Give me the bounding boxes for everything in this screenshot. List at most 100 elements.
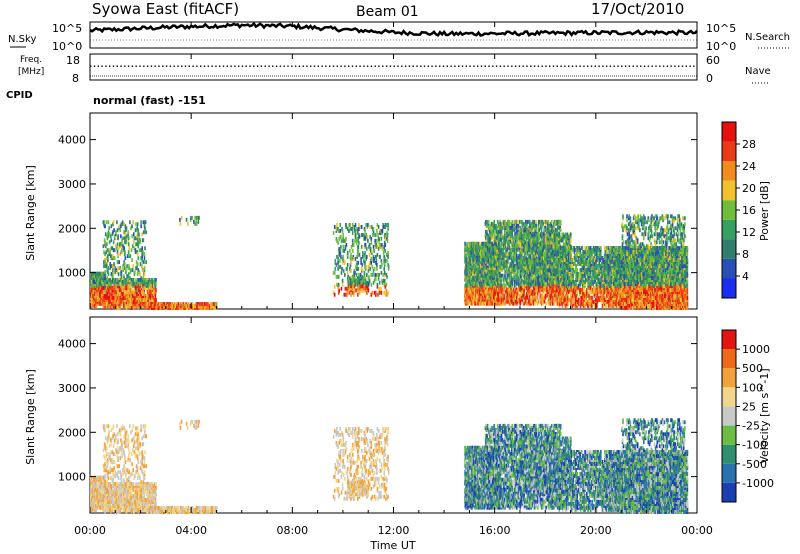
heat-cell (144, 266, 146, 270)
heat-cell (345, 287, 347, 291)
freq-point (655, 66, 656, 67)
heat-cell (121, 270, 123, 274)
freq-point (170, 66, 171, 67)
freq-point (652, 66, 653, 67)
heat-cell (116, 220, 118, 224)
heat-cell (340, 223, 342, 227)
heat-cell (337, 261, 339, 265)
heat-cell (362, 255, 364, 259)
heat-cell (107, 248, 109, 252)
heat-cell (378, 273, 380, 277)
heat-cell (347, 251, 349, 255)
freq-point (117, 66, 118, 67)
heat-cell (358, 245, 360, 249)
freq-point (515, 66, 516, 67)
heat-cell (131, 306, 133, 310)
noise-right-tick-bottom: 10^0 (706, 40, 736, 53)
heat-cell (123, 280, 125, 284)
heat-cell (373, 245, 375, 249)
heat-cell (144, 252, 146, 256)
heat-cell (376, 229, 378, 233)
heat-cell (342, 279, 344, 283)
heat-cell (135, 236, 137, 240)
freq-point (500, 66, 501, 67)
heat-cell (340, 245, 342, 249)
heat-cell (367, 223, 369, 227)
heat-cell (534, 302, 536, 306)
freq-point (257, 66, 258, 67)
heat-cell (518, 224, 520, 228)
freq-point (234, 66, 235, 67)
heat-cell (144, 260, 146, 264)
heat-cell (492, 248, 494, 252)
heat-cell (373, 233, 375, 237)
freq-point (189, 66, 190, 67)
heat-cell (362, 233, 364, 237)
heat-cell (504, 258, 506, 262)
freq-point (249, 66, 250, 67)
heat-cell (376, 257, 378, 261)
heat-cell (120, 282, 122, 286)
heat-cell (535, 296, 537, 300)
freq-label-1: Freq. (20, 55, 42, 65)
heat-cell (129, 220, 131, 224)
heat-cell (104, 306, 106, 310)
heat-cell (144, 256, 146, 260)
heat-cell (108, 272, 110, 276)
heat-cell (143, 230, 145, 234)
heat-cell (366, 273, 368, 277)
heat-cell (502, 274, 504, 278)
freq-point (686, 66, 687, 67)
heat-cell (339, 259, 341, 263)
heat-cell (358, 223, 360, 227)
heat-cell (365, 243, 367, 247)
heat-cell (504, 274, 506, 278)
heat-cell (341, 287, 343, 291)
heat-cell (494, 234, 496, 238)
heat-cell (469, 242, 471, 246)
cpid-text: normal (fast) -151 (93, 94, 206, 107)
cpid-label: CPID (6, 90, 33, 101)
heat-cell (387, 227, 389, 231)
heat-cell (140, 224, 142, 228)
freq-point (136, 66, 137, 67)
heat-cell (512, 248, 514, 252)
heat-cell (334, 285, 336, 289)
freq-point (174, 66, 175, 67)
heat-cell (383, 291, 385, 295)
heat-cell (527, 220, 529, 224)
heat-cell (133, 306, 135, 310)
heat-cell (155, 288, 157, 292)
freq-point (185, 66, 186, 67)
freq-point (564, 66, 565, 67)
heat-cell (126, 286, 128, 290)
freq-point (678, 66, 679, 67)
freq-point (329, 66, 330, 67)
heat-cell (501, 268, 503, 272)
heat-cell (538, 300, 540, 304)
heat-cell (133, 232, 135, 236)
heat-cell (104, 302, 106, 306)
heat-cell (544, 300, 546, 304)
heat-cell (137, 262, 139, 266)
freq-point (416, 66, 417, 67)
heat-cell (334, 225, 336, 229)
heat-cell (131, 278, 133, 282)
heat-cell (119, 288, 121, 292)
freq-point (94, 66, 95, 67)
freq-point (272, 66, 273, 67)
heat-cell (541, 228, 543, 232)
heat-cell (369, 267, 371, 271)
heat-cell (517, 248, 519, 252)
heat-cell (335, 267, 337, 271)
heat-cell (338, 289, 340, 293)
heat-cell (386, 259, 388, 263)
heat-cell (356, 273, 358, 277)
heat-cell (342, 245, 344, 249)
heat-cell (198, 216, 200, 220)
heat-cell (112, 292, 114, 296)
heat-cell (132, 244, 134, 248)
heat-cell (120, 234, 122, 238)
heat-cell (128, 272, 130, 276)
heat-cell (347, 263, 349, 267)
